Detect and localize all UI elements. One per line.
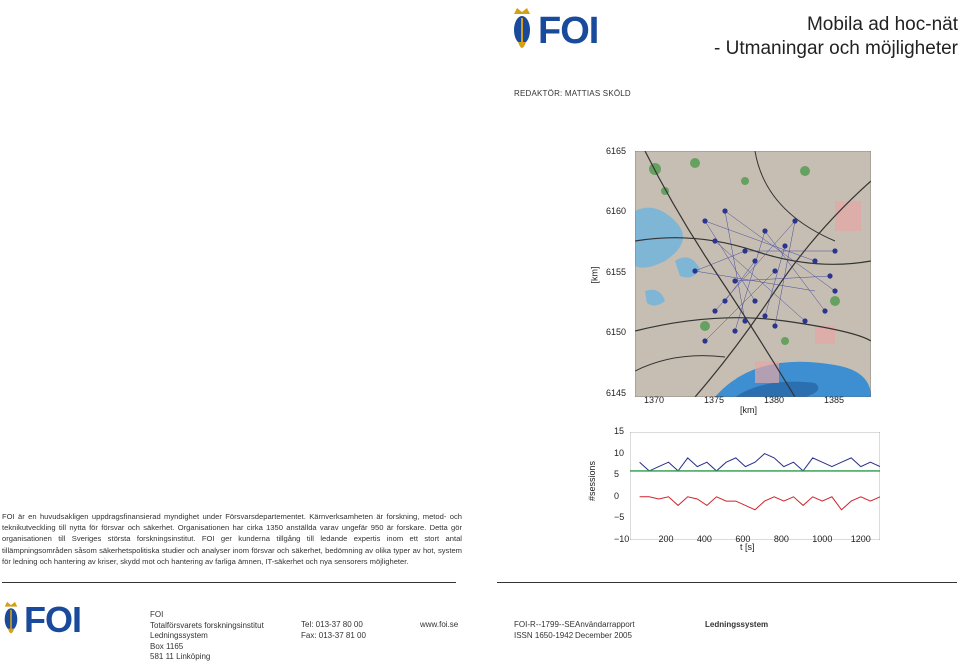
chart-x-tick: 1000: [812, 534, 833, 544]
footer-address: FOI Totalförsvarets forskningsinstitut L…: [150, 610, 264, 663]
series-line-0: [639, 453, 880, 472]
footer-website-link[interactable]: www.foi.se: [420, 620, 459, 629]
map-y-label: [km]: [589, 266, 600, 284]
footer-org: FOI: [150, 610, 164, 619]
map-y-tick: 6165: [606, 146, 627, 156]
map-x-tick: 1375: [704, 395, 725, 405]
foi-logo-top: FOI: [508, 4, 599, 58]
report-id: FOI-R--1799--SE: [514, 620, 575, 629]
chart-ylabel: #sessions: [587, 460, 598, 502]
footer-tel: Tel: 013-37 80 00: [301, 620, 363, 629]
footer-report-info: FOI-R--1799--SE ISSN 1650-1942: [514, 620, 575, 641]
logo-text: FOI: [538, 9, 599, 52]
map-x-label: [km]: [740, 405, 757, 415]
issn: ISSN 1650-1942: [514, 630, 574, 640]
chart-plot-area: [630, 432, 880, 540]
map-image: [635, 151, 871, 397]
report-date: December 2005: [575, 630, 632, 640]
chart-y-tick: 5: [614, 469, 620, 480]
map-y-tick: 6150: [606, 327, 627, 337]
footer-box: Box 1165: [150, 641, 184, 651]
footer-org-full: Totalförsvarets forskningsinstitut: [150, 620, 264, 630]
map-x-tick: 1370: [644, 395, 665, 405]
footer-city: 581 11 Linköping: [150, 652, 211, 661]
crown-emblem-icon: [514, 8, 530, 48]
footer-divider-right: [497, 582, 957, 583]
map-y-tick: 6145: [606, 388, 627, 398]
logo-text: FOI: [24, 599, 82, 640]
chart-y-tick: −10: [614, 534, 630, 544]
footer-fax: Fax: 013-37 81 00: [301, 630, 366, 640]
footer-dept: Ledningssystem: [150, 631, 208, 640]
chart-frame: [630, 432, 880, 540]
sessions-chart: #sessions 15 10 5 0 −5 −10 200 400 600 800 1000 12…: [587, 424, 890, 564]
series-line-2: [639, 496, 880, 511]
chart-x-tick: 400: [696, 534, 712, 544]
chart-y-tick: 15: [614, 426, 625, 436]
footer-report-type: Användarrapport December 2005: [575, 620, 635, 641]
chart-y-tick: 0: [614, 490, 620, 501]
intro-paragraph: FOI är en huvudsakligen uppdragsfinansie…: [2, 512, 462, 566]
footer-phone: Tel: 013-37 80 00 Fax: 013-37 81 00: [301, 620, 366, 641]
footer-division: Ledningssystem: [705, 620, 769, 629]
footer-divider-left: [2, 582, 456, 583]
map-x-tick: 1380: [764, 395, 785, 405]
chart-y-tick: 10: [614, 447, 625, 458]
foi-logo-bottom: FOI: [0, 596, 82, 644]
chart-x-tick: 600: [735, 534, 751, 544]
chart-x-tick: 800: [773, 534, 789, 544]
map-x-tick: 1385: [824, 395, 845, 405]
chart-x-tick: 200: [658, 534, 674, 544]
chart-x-tick: 1200: [850, 534, 871, 544]
report-type: Användarrapport: [575, 620, 635, 629]
crown-emblem-icon: [4, 601, 18, 634]
document-title-line2: - Utmaningar och möjligheter: [714, 38, 958, 59]
map-y-tick: 6155: [606, 267, 627, 277]
map-y-tick: 6160: [606, 206, 627, 216]
chart-y-tick: −5: [614, 512, 625, 523]
map-figure: 6165 6160 6155 6150 6145 [km]: [580, 140, 880, 420]
document-title-line1: Mobila ad hoc-nät: [806, 14, 958, 35]
editor-credit: REDAKTÖR: MATTIAS SKÖLD: [514, 89, 631, 98]
chart-xlabel: t [s]: [740, 542, 755, 552]
